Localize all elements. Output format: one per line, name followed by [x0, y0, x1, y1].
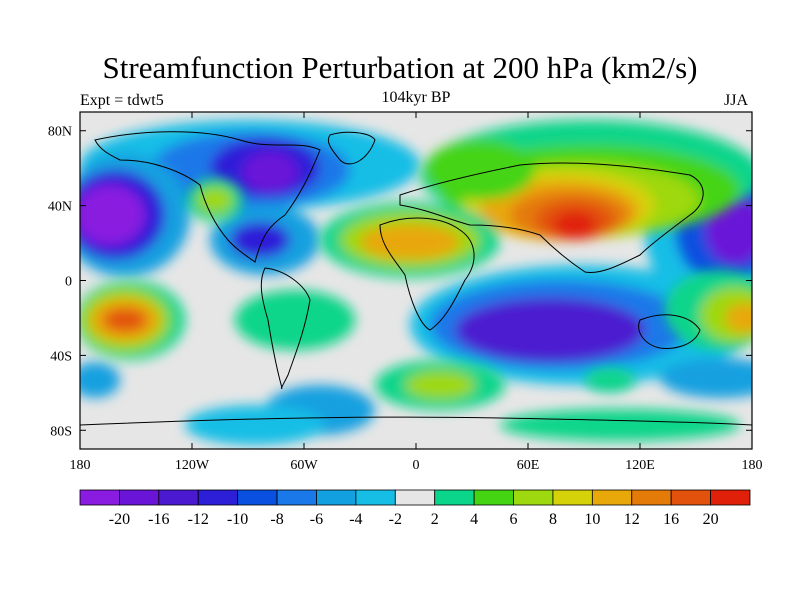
colorbar-swatch	[119, 489, 160, 506]
colorbar-swatch	[513, 489, 554, 506]
colorbar-label: 4	[470, 511, 478, 528]
field-layer	[80, 112, 752, 449]
map-axes: 80N 40N 0 40S 80S 180 120W 60W 0 60E 120E 180	[48, 112, 763, 473]
colorbar-swatch	[355, 489, 396, 506]
lat-tick-label: 80N	[48, 125, 72, 140]
colorbar-label: -16	[148, 511, 169, 528]
lat-tick-label: 80S	[50, 424, 72, 439]
season-label: JJA	[724, 92, 749, 109]
lon-tick-label: 0	[413, 458, 420, 473]
colorbar-label: 12	[624, 511, 640, 528]
colorbar-swatch	[434, 489, 475, 506]
chart-title: Streamfunction Perturbation at 200 hPa (…	[102, 50, 698, 85]
colorbar-swatch	[316, 489, 357, 506]
colorbar-label: -10	[227, 511, 248, 528]
lon-tick-label: 180	[742, 458, 763, 473]
colorbar-swatch	[591, 489, 633, 506]
colorbar-swatch	[670, 489, 711, 506]
coastlines	[80, 131, 752, 426]
colorbar: -20 -16 -12 -10 -8 -6 -4 -2 2 4 6 8 10 12 16 20	[79, 489, 751, 528]
colorbar-label: 2	[431, 511, 439, 528]
colorbar-swatch	[394, 489, 436, 506]
colorbar-label: 10	[584, 511, 600, 528]
lon-tick-label: 60W	[290, 458, 318, 473]
colorbar-label: -4	[349, 511, 362, 528]
colorbar-swatch	[552, 489, 593, 506]
colorbar-swatch	[197, 489, 239, 506]
period-label: 104kyr BP	[381, 89, 451, 106]
colorbar-label: -6	[310, 511, 323, 528]
colorbar-label: -20	[109, 511, 130, 528]
colorbar-swatch	[276, 489, 317, 506]
colorbar-label: 8	[549, 511, 557, 528]
lon-tick-label: 120W	[175, 458, 210, 473]
positive-field	[80, 120, 752, 441]
lon-tick-label: 180	[70, 458, 91, 473]
experiment-label: Expt = tdwt5	[80, 92, 164, 109]
colorbar-swatch	[158, 489, 199, 506]
colorbar-label: -2	[389, 511, 402, 528]
colorbar-swatch	[710, 489, 751, 506]
colorbar-swatch	[237, 489, 278, 506]
colorbar-label: 6	[510, 511, 518, 528]
colorbar-label: 20	[703, 511, 719, 528]
colorbar-label: -8	[270, 511, 283, 528]
colorbar-swatch	[473, 489, 514, 506]
lat-tick-label: 40S	[50, 349, 72, 364]
lon-tick-label: 120E	[625, 458, 655, 473]
colorbar-swatch	[631, 489, 672, 506]
lat-tick-label: 0	[65, 275, 72, 290]
colorbar-label: -12	[188, 511, 209, 528]
lat-tick-label: 40N	[48, 200, 72, 215]
lon-tick-label: 60E	[517, 458, 540, 473]
colorbar-label: 16	[663, 511, 679, 528]
colorbar-swatch	[79, 489, 120, 506]
